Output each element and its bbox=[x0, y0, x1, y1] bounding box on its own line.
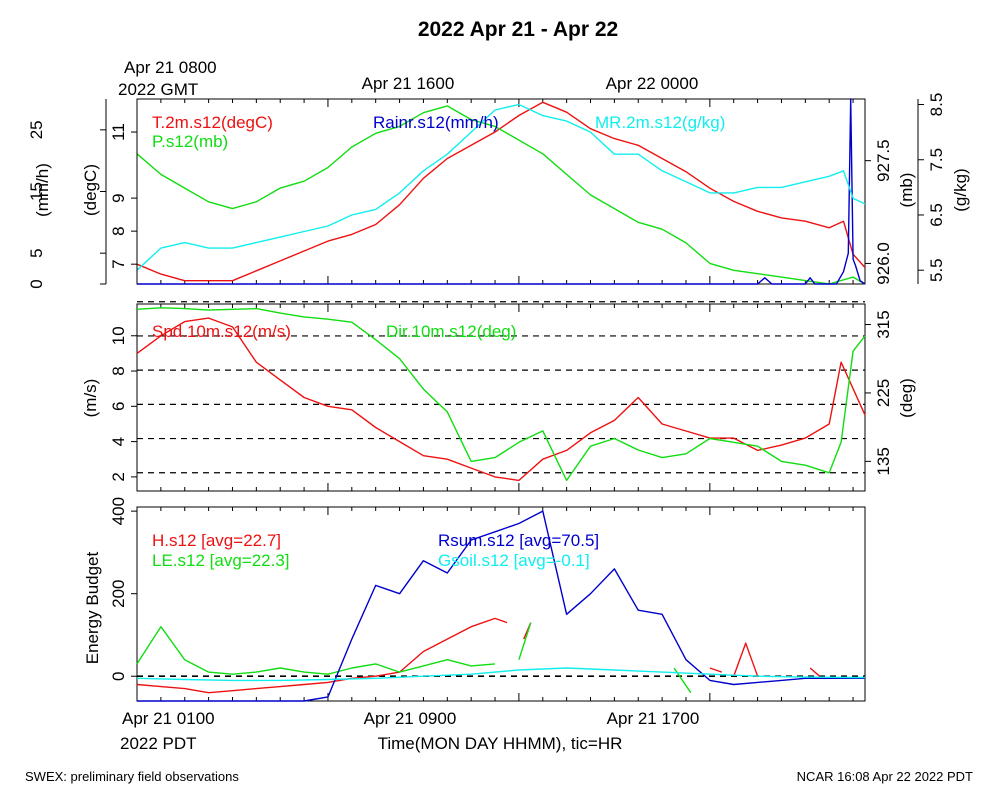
deg-tick-label: 225 bbox=[874, 379, 893, 407]
deg-axis-title: (deg) bbox=[897, 378, 916, 418]
bottom-series-line-1 bbox=[136, 622, 692, 694]
top-axis-label-0000: Apr 22 0000 bbox=[606, 74, 699, 93]
middle-series-line-0 bbox=[136, 317, 866, 482]
bottom-axis-label-0900: Apr 21 0900 bbox=[364, 709, 457, 728]
gkg-axis-title: (g/kg) bbox=[951, 168, 970, 211]
deg-tick-label: 315 bbox=[874, 310, 893, 338]
gkg-tick-label: 7.5 bbox=[927, 148, 946, 172]
top-series-line-3 bbox=[136, 103, 866, 271]
energy-tick-label: 200 bbox=[109, 579, 128, 607]
legend-energy-cyan: Gsoil.s12 [avg=-0.1] bbox=[438, 551, 590, 570]
mmh-tick-label: 5 bbox=[27, 248, 46, 257]
top-series-line-1 bbox=[136, 105, 866, 285]
bottom-panel-frame bbox=[136, 506, 866, 702]
energy-axis-title: Energy Budget bbox=[83, 551, 102, 664]
bottom-axis-first-label-line1: Apr 21 0100 bbox=[122, 709, 215, 728]
energy-tick-label: 400 bbox=[109, 497, 128, 525]
mmh-axis-title: (mm/h) bbox=[33, 163, 52, 217]
legend-energy-red: H.s12 [avg=22.7] bbox=[152, 531, 281, 550]
legend-direction: Dir.10m.s12(deg) bbox=[386, 322, 516, 341]
chart-title: 2022 Apr 21 - Apr 22 bbox=[418, 18, 618, 41]
degc-tick-label: 7 bbox=[109, 259, 128, 268]
ms-axis-title: (m/s) bbox=[81, 379, 100, 418]
top-axis-label-1600: Apr 21 1600 bbox=[362, 74, 455, 93]
plot-panels: 0 5 15 25 (mm/h) 7 8 9 11 (degC) 926.0 927.5(mb) 5.5… bbox=[27, 93, 970, 702]
ms-tick-label: 10 bbox=[109, 326, 128, 345]
bottom-series-line-2 bbox=[137, 510, 865, 702]
degc-tick-label: 8 bbox=[109, 226, 128, 235]
degc-tick-label: 9 bbox=[109, 193, 128, 202]
deg-tick-label: 135 bbox=[874, 447, 893, 475]
x-axis-title: Time(MON DAY HHMM), tic=HR bbox=[378, 734, 623, 753]
top-axis-first-label-line1: Apr 21 0800 bbox=[124, 58, 217, 77]
ms-tick-label: 6 bbox=[109, 402, 128, 411]
top-axis-first-label-line2: 2022 GMT bbox=[118, 80, 198, 99]
mb-axis-title: (mb) bbox=[897, 173, 916, 208]
bottom-series-line-3 bbox=[136, 667, 865, 682]
legend-green: P.s12(mb) bbox=[152, 132, 228, 151]
mmh-tick-label: 15 bbox=[27, 182, 46, 201]
gkg-tick-label: 6.5 bbox=[927, 203, 946, 227]
footer-left: SWEX: preliminary field observations bbox=[25, 769, 239, 784]
legend-speed: Spd.10m.s12(m/s) bbox=[152, 322, 291, 341]
ms-tick-label: 8 bbox=[109, 366, 128, 375]
bottom-series-line-0 bbox=[136, 617, 821, 694]
legend-energy-green: LE.s12 [avg=22.3] bbox=[152, 551, 290, 570]
legend-red: T.2m.s12(degC) bbox=[152, 113, 273, 132]
legend-blue: Rainr.s12(mm/h) bbox=[373, 113, 499, 132]
footer-right: NCAR 16:08 Apr 22 2022 PDT bbox=[797, 769, 973, 784]
middle-series-line-1 bbox=[136, 307, 866, 482]
ms-tick-label: 4 bbox=[109, 437, 128, 446]
degc-axis-title: (degC) bbox=[81, 164, 100, 216]
degc-tick-label: 11 bbox=[109, 123, 128, 141]
mmh-tick-label: 0 bbox=[27, 279, 46, 288]
gkg-tick-label: 8.5 bbox=[927, 93, 946, 117]
legend-cyan: MR.2m.s12(g/kg) bbox=[595, 113, 725, 132]
top-series-line-2 bbox=[137, 98, 866, 285]
middle-panel-frame bbox=[136, 303, 866, 492]
mb-tick-label: 926.0 bbox=[874, 242, 893, 285]
top-series-line-0 bbox=[136, 101, 866, 282]
bottom-axis-first-label-line2: 2022 PDT bbox=[120, 734, 197, 753]
mb-tick-label: 927.5 bbox=[874, 139, 893, 182]
legend-energy-blue: Rsum.s12 [avg=70.5] bbox=[438, 531, 599, 550]
mmh-tick-label: 25 bbox=[27, 120, 46, 139]
energy-tick-label: 0 bbox=[109, 671, 128, 680]
bottom-axis-label-1700: Apr 21 1700 bbox=[607, 709, 700, 728]
ms-tick-label: 2 bbox=[109, 472, 128, 481]
gkg-tick-label: 5.5 bbox=[927, 258, 946, 282]
